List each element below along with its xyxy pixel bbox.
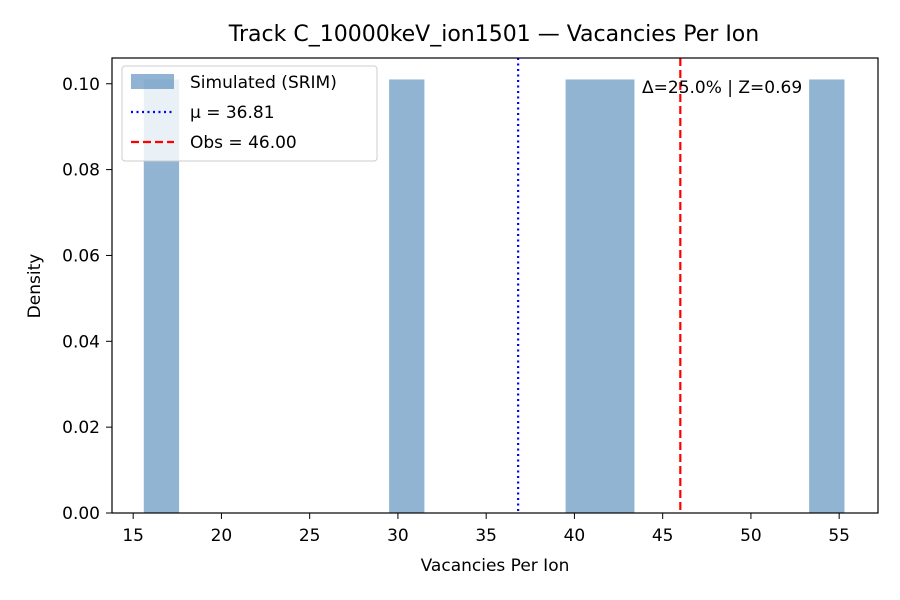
x-tick-label-3: 30 [387,526,409,546]
legend-label-mean: μ = 36.81 [190,103,275,123]
stats-annotation: Δ=25.0% | Z=0.69 [642,78,802,98]
x-tick-label-6: 45 [652,526,674,546]
legend-label-simulated: Simulated (SRIM) [190,73,337,93]
y-tick-label-0: 0.00 [62,504,100,524]
y-tick-label-2: 0.04 [62,332,100,352]
chart-title: Track C_10000keV_ion1501 — Vacancies Per… [228,22,759,47]
legend: Simulated (SRIM) μ = 36.81 Obs = 46.00 [121,65,378,162]
legend-swatch-simulated [131,74,174,89]
x-tick-label-2: 25 [299,526,321,546]
y-axis-label: Density [25,254,45,319]
x-tick-label-4: 35 [475,526,497,546]
histogram-bar-3 [809,79,845,513]
x-tick-label-0: 15 [122,526,144,546]
histogram-bar-2 [565,79,635,513]
x-tick-label-1: 20 [211,526,233,546]
x-tick-label-8: 55 [828,526,850,546]
x-axis-label: Vacancies Per Ion [421,556,570,576]
legend-label-obs: Obs = 46.00 [190,133,297,153]
x-axis-ticks: 15 20 25 30 35 40 45 50 55 [122,513,850,546]
plot-frame [111,57,879,514]
y-tick-label-4: 0.08 [62,161,100,181]
y-tick-label-1: 0.02 [62,418,100,438]
y-axis-ticks: 0.00 0.02 0.04 0.06 0.08 0.10 [62,75,112,524]
x-tick-label-7: 50 [740,526,762,546]
y-tick-label-3: 0.06 [62,246,100,266]
reference-lines [517,58,682,513]
y-tick-label-5: 0.10 [62,75,100,95]
histogram-bar-1 [389,79,425,513]
x-tick-label-5: 40 [564,526,586,546]
legend-box [121,65,378,162]
